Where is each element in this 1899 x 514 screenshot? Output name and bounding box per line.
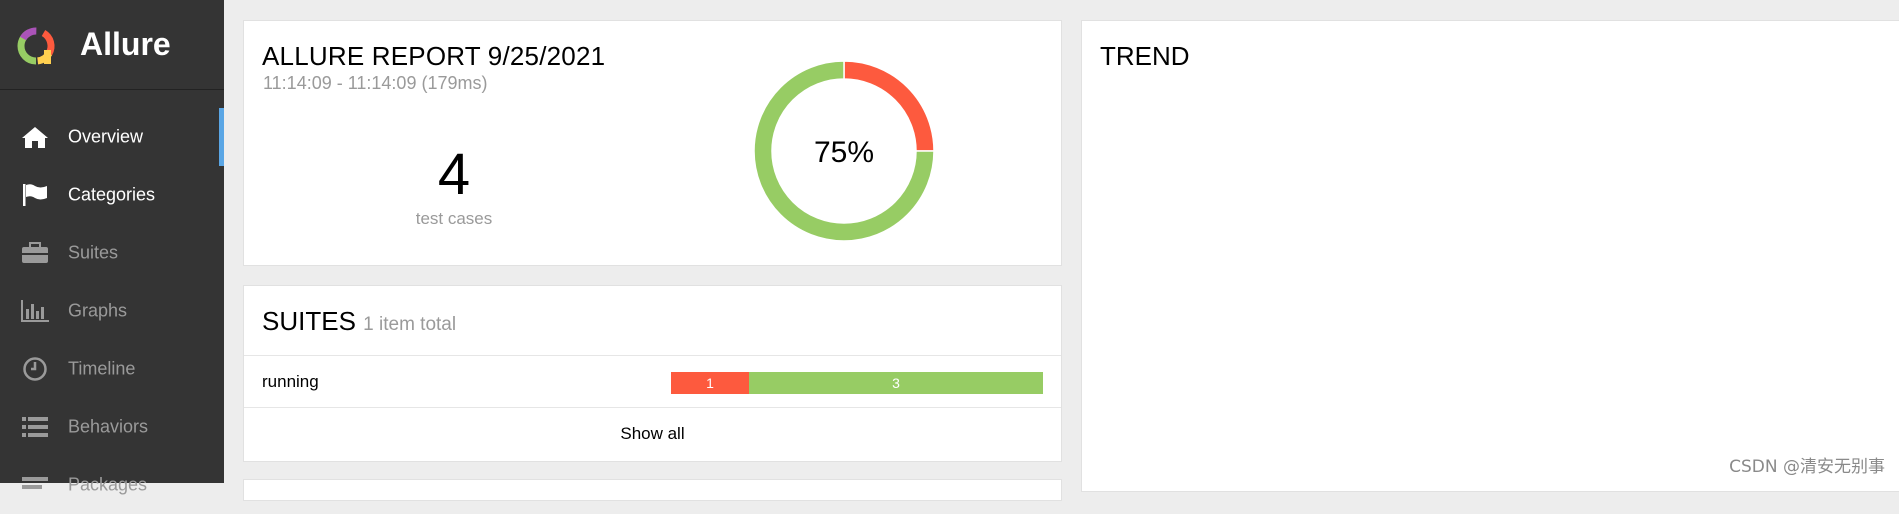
sidebar-item-label: Overview [68,126,144,147]
main-content: ALLURE REPORT 9/25/2021 11:14:09 - 11:14… [224,0,1899,501]
test-count: 4 [437,142,471,207]
sidebar-item-label: Packages [68,474,148,495]
test-count-label: test cases [415,209,493,228]
next-widget [243,479,1062,501]
divider [244,407,1061,408]
sidebar-item-label: Graphs [68,300,128,321]
sidebar-item-label: Behaviors [68,416,149,437]
watermark: CSDN @清安无别事 [1729,457,1885,477]
status-donut-chart[interactable]: 75% [744,51,944,251]
bar-chart-icon [20,297,50,325]
sidebar-item-graphs[interactable]: Graphs [0,282,224,340]
report-timestamp: 11:14:09 - 11:14:09 (179ms) [263,73,488,93]
active-marker [219,108,224,166]
packages-icon [20,471,50,499]
overview-widget: ALLURE REPORT 9/25/2021 11:14:09 - 11:14… [243,20,1062,266]
donut-segment-passed[interactable] [753,60,935,242]
sidebar-item-categories[interactable]: Categories [0,166,224,224]
sidebar-item-label: Suites [68,242,119,263]
sidebar-item-overview[interactable]: Overview [0,108,224,166]
divider [244,355,1061,356]
sidebar-item-label: Categories [68,184,156,205]
suites-title: SUITES [262,306,356,336]
failed-segment[interactable]: 1 [671,372,750,394]
show-all-link[interactable]: Show all [620,424,685,443]
sidebar-item-timeline[interactable]: Timeline [0,340,224,398]
report-title: ALLURE REPORT 9/25/2021 [262,41,606,71]
suites-heading: SUITES 1 item total [262,306,456,337]
passed-segment[interactable]: 3 [749,372,1043,394]
suites-count: 1 item total [363,314,457,335]
brand[interactable]: Allure [0,0,224,90]
trend-title: TREND [1100,41,1190,71]
trend-widget: TREND [1081,20,1899,492]
sidebar-nav: Overview Categories Suites Graphs Tim [0,108,224,514]
sidebar-item-suites[interactable]: Suites [0,224,224,282]
list-icon [20,413,50,441]
flag-icon [20,181,50,209]
briefcase-icon [20,239,50,267]
donut-segments [753,60,935,242]
suite-status-bar[interactable]: 1 3 [671,372,1043,394]
sidebar-item-label: Timeline [68,358,136,379]
suites-widget: SUITES 1 item total running 1 3 Show all [243,285,1062,462]
sidebar-item-behaviors[interactable]: Behaviors [0,398,224,456]
sidebar-item-packages[interactable]: Packages [0,456,224,514]
allure-logo-icon [17,27,55,65]
clock-icon [20,355,50,383]
suite-row-name[interactable]: running [262,372,319,391]
donut-percent-label: 75% [814,136,874,169]
sidebar: Allure Overview Categories Suites G [0,0,224,495]
brand-name: Allure [80,26,171,62]
home-icon [20,123,50,151]
